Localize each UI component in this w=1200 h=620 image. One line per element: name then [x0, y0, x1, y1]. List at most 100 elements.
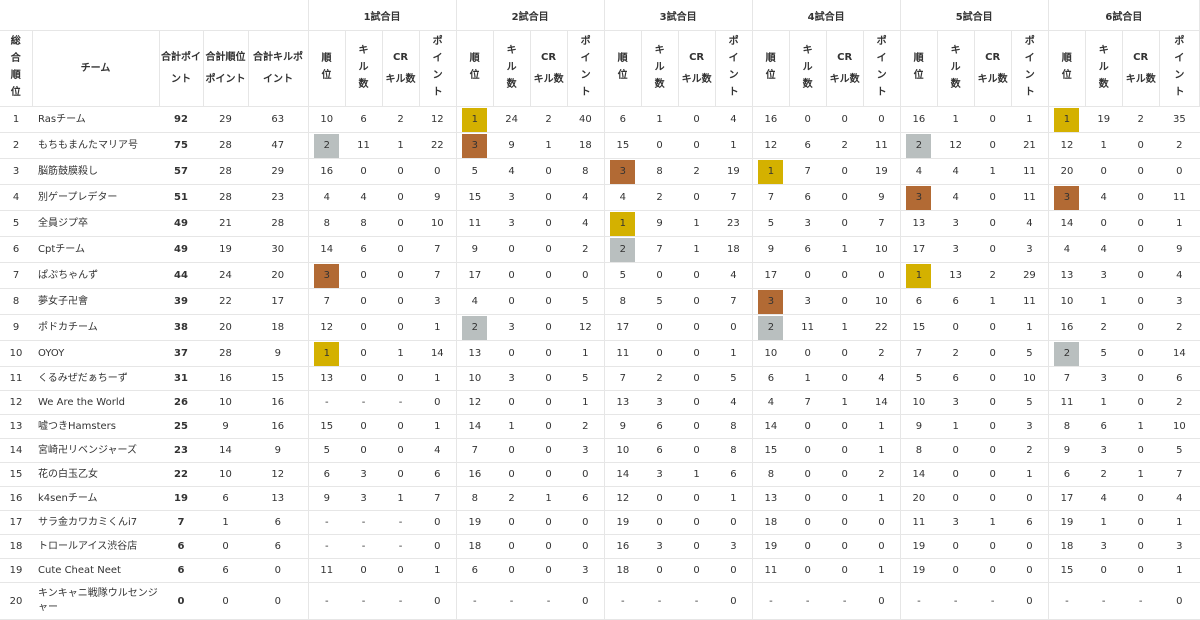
game-cr-kills-cell: 0	[1122, 510, 1160, 535]
total-points-cell: 6	[159, 534, 204, 559]
game-kills-cell: 5	[641, 288, 679, 315]
kill-points-cell: 9	[248, 340, 309, 367]
game-rank-cell: 1	[751, 158, 790, 185]
game-kills-cell: 0	[641, 314, 679, 341]
game-kills-cell: 4	[937, 158, 975, 185]
game-5-rank-sub-header: 順位	[900, 30, 938, 107]
game-kills-cell: 1	[1085, 390, 1123, 415]
game-rank-cell: 3	[899, 184, 938, 211]
team-name-cell: トロールアイス渋谷店	[32, 534, 160, 559]
game-rank-cell: 19	[1047, 510, 1086, 535]
game-rank-cell: 19	[455, 510, 494, 535]
game-kills-cell: 19	[1085, 106, 1123, 133]
game-rank-cell: 6	[899, 288, 938, 315]
game-points-cell: 4	[715, 390, 753, 415]
overall-rank-cell: 10	[0, 340, 32, 367]
game-cr-kills-cell: 0	[530, 438, 568, 463]
game-rank-cell: 4	[307, 184, 346, 211]
game-cr-kills-cell: 0	[678, 106, 716, 133]
game-kills-cell: 0	[345, 262, 383, 289]
game-points-cell: 1	[567, 390, 605, 415]
game-1-cr-kills-sub-header: CR キル数	[382, 30, 420, 107]
game-points-cell: 5	[1011, 340, 1049, 367]
game-cr-kills-cell: -	[382, 510, 420, 535]
game-cr-kills-cell: 0	[974, 184, 1012, 211]
game-cr-kills-cell: 0	[530, 558, 568, 583]
game-rank-cell: 8	[751, 462, 790, 487]
game-cr-kills-cell: 1	[974, 158, 1012, 185]
game-4-rank-sub-header: 順位	[752, 30, 790, 107]
table-row: 12 We Are the World 26 10 16- - -0 12 0 0 1 13 3 0 4 4 7…	[0, 390, 1200, 415]
game-points-cell: 10	[863, 236, 901, 263]
game-rank-cell: 12	[307, 314, 346, 341]
game-rank-cell: 13	[307, 366, 346, 391]
game-cr-kills-cell: 1	[678, 462, 716, 487]
total-points-cell: 6	[159, 558, 204, 583]
game-rank-cell: 1	[455, 106, 494, 133]
total-points-cell: 19	[159, 486, 204, 511]
rank-points-cell: 6	[203, 486, 249, 511]
rank-points-cell: 29	[203, 106, 249, 133]
rank-points-cell: 19	[203, 236, 249, 263]
total-points-cell: 25	[159, 414, 204, 439]
game-cr-kills-cell: 1	[826, 236, 864, 263]
game-kills-cell: 24	[493, 106, 531, 133]
game-rank-cell: 4	[751, 390, 790, 415]
game-points-cell: 2	[863, 462, 901, 487]
game-rank-cell: 10	[455, 366, 494, 391]
game-points-cell: 8	[567, 158, 605, 185]
game-cr-kills-cell: 0	[382, 414, 420, 439]
game-points-cell: 9	[863, 184, 901, 211]
game-rank-cell: -	[307, 510, 346, 535]
game-kills-cell: -	[493, 582, 531, 620]
game-rank-cell: 7	[751, 184, 790, 211]
rank-points-cell: 28	[203, 184, 249, 211]
game-cr-kills-cell: 0	[974, 438, 1012, 463]
kill-points-cell: 0	[248, 558, 309, 583]
table-row: 7 ぱぷちゃんず 44 24 20 3 0 0 7 17 0 0 0 5 0 0 4 17 0 0 0 1 13 2 29 13 3…	[0, 262, 1200, 289]
cr-label: CR	[689, 51, 705, 63]
game-points-cell: 3	[1011, 236, 1049, 263]
game-kills-cell: 0	[789, 414, 827, 439]
game-rank-cell: 13	[603, 390, 642, 415]
game-rank-cell: 2	[603, 236, 642, 263]
game-kills-cell: 4	[937, 184, 975, 211]
overall-rank-cell: 16	[0, 486, 32, 511]
game-rank-cell: 18	[603, 558, 642, 583]
game-cr-kills-cell: 0	[974, 558, 1012, 583]
game-points-cell: 7	[419, 486, 457, 511]
overall-rank-cell: 14	[0, 438, 32, 463]
game-points-cell: 9	[419, 184, 457, 211]
game-points-cell: 14	[863, 390, 901, 415]
game-points-cell: 2	[1159, 390, 1200, 415]
game-rank-cell: 13	[751, 486, 790, 511]
game-kills-cell: 0	[493, 236, 531, 263]
game-points-cell: 12	[567, 314, 605, 341]
game-points-cell: 12	[419, 106, 457, 133]
kill-points-cell: 16	[248, 390, 309, 415]
game-points-cell: 29	[1011, 262, 1049, 289]
game-points-cell: 1	[863, 486, 901, 511]
game-points-cell: 7	[863, 210, 901, 237]
game-cr-kills-cell: -	[382, 534, 420, 559]
rank-points-cell: 1	[203, 510, 249, 535]
overall-rank-cell: 15	[0, 462, 32, 487]
game-points-cell: 11	[1011, 184, 1049, 211]
game-kills-cell: 1	[937, 106, 975, 133]
game-cr-kills-cell: 1	[530, 486, 568, 511]
game-kills-cell: 0	[345, 438, 383, 463]
game-cr-kills-cell: 0	[1122, 236, 1160, 263]
game-kills-cell: 0	[641, 340, 679, 367]
team-name-cell: くるみぜだぁちーず	[32, 366, 160, 391]
game-rank-cell: 5	[455, 158, 494, 185]
game-cr-kills-cell: 1	[1122, 462, 1160, 487]
game-cr-kills-cell: 1	[530, 132, 568, 159]
game-kills-cell: -	[345, 390, 383, 415]
game-kills-cell: 3	[641, 534, 679, 559]
game-points-cell: 0	[419, 510, 457, 535]
game-kills-cell: 4	[1085, 236, 1123, 263]
game-rank-cell: 18	[455, 534, 494, 559]
game-kills-cell: 0	[493, 462, 531, 487]
game-kills-cell: 0	[641, 132, 679, 159]
game-points-cell: 0	[1011, 534, 1049, 559]
